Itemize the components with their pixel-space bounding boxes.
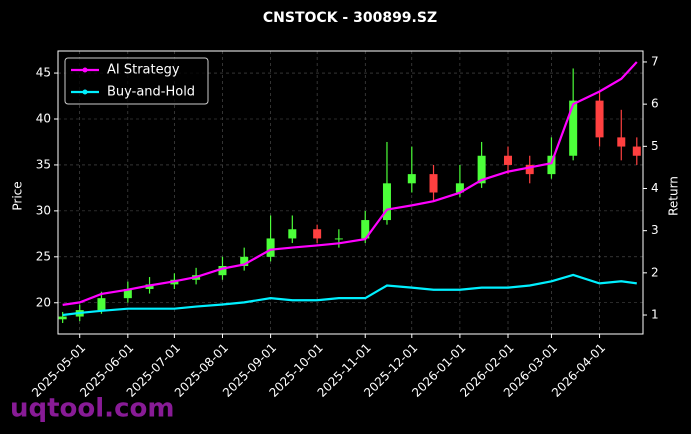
y2-tick-label: 7	[651, 54, 659, 68]
y2-tick-label: 4	[651, 181, 659, 195]
chart-title: CNSTOCK - 300899.SZ	[263, 10, 437, 26]
y2-tick-label: 3	[651, 223, 659, 237]
line-series	[62, 273, 637, 317]
candle-body	[429, 174, 438, 193]
candle-body	[123, 288, 132, 299]
legend-label: Buy-and-Hold	[107, 85, 195, 100]
candle-body	[145, 284, 154, 289]
candle-body	[58, 316, 67, 320]
y2-tick-label: 1	[651, 308, 659, 322]
y2-tick-label: 5	[651, 139, 659, 153]
candle-body	[97, 298, 106, 311]
candle-body	[504, 155, 512, 165]
candle-body	[361, 220, 370, 239]
y2-tick-label: 6	[651, 97, 659, 111]
y-tick-label: 35	[36, 157, 51, 171]
candle-body	[313, 229, 322, 239]
candle-body	[477, 155, 486, 184]
y-tick-label: 45	[36, 66, 51, 80]
y-tick-label: 20	[36, 295, 51, 309]
candle-body	[266, 238, 275, 257]
candle-body	[455, 183, 464, 193]
candle-body	[218, 266, 227, 276]
y-tick-label: 30	[36, 203, 51, 217]
candle-body	[288, 229, 297, 239]
candle-body	[617, 137, 626, 147]
y2-axis-label: Return	[667, 176, 681, 216]
candle-body	[334, 238, 343, 240]
legend-marker	[82, 67, 88, 73]
candle-body	[382, 183, 391, 221]
candle-body	[525, 164, 534, 175]
line-series	[62, 61, 638, 306]
watermark: uqtool.com	[10, 394, 174, 424]
y2-tick-label: 2	[651, 265, 659, 279]
legend-marker	[82, 89, 88, 95]
y-tick-label: 25	[36, 249, 51, 263]
candle-body	[632, 146, 641, 156]
candle-body	[569, 100, 578, 156]
y-tick-label: 40	[36, 111, 51, 125]
plot-frame	[57, 50, 644, 335]
legend-box	[64, 57, 209, 105]
candle-body	[407, 174, 416, 184]
candle-body	[595, 100, 604, 138]
legend-label: AI Strategy	[107, 63, 180, 78]
candle-body	[240, 256, 249, 267]
candle-body	[547, 155, 556, 175]
y-axis-label: Price	[11, 181, 25, 210]
